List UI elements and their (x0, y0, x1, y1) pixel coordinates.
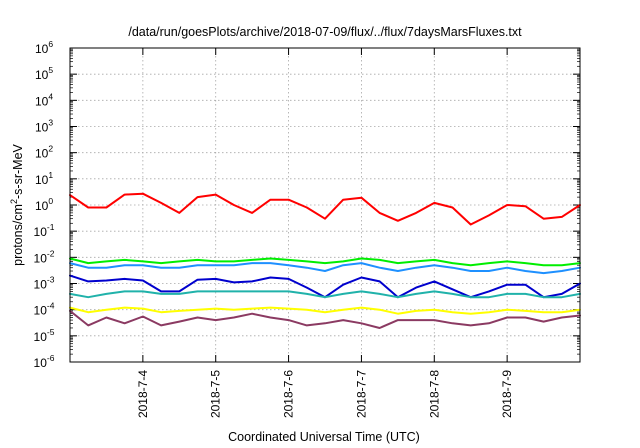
y-tick-label: 10-2 (34, 248, 55, 265)
y-tick-labels: 10-610-510-410-310-210-11001011021031041… (34, 39, 55, 370)
y-axis-label-superscript: 2 (9, 199, 19, 204)
y-tick-exponent: 5 (48, 65, 53, 75)
x-tick-label: 2018-7-7 (354, 370, 368, 418)
y-axis-label-main: protons/cm (11, 204, 25, 266)
y-tick-label: 10-6 (34, 353, 55, 370)
y-tick-exponent: 1 (48, 170, 53, 180)
y-tick-exponent: -1 (47, 222, 55, 232)
plot-frame (69, 47, 581, 363)
y-tick-label: 106 (35, 39, 53, 56)
y-tick-label: 10-5 (34, 327, 55, 344)
y-tick-exponent: -3 (47, 275, 55, 285)
x-tick-label: 2018-7-8 (427, 370, 441, 418)
series-line-6 (69, 306, 581, 315)
y-tick-label: 101 (35, 170, 53, 187)
x-tick-label: 2018-7-6 (282, 370, 296, 418)
y-tick-exponent: -6 (47, 353, 55, 363)
x-tick-labels: 2018-7-4 2018-7-5 2018-7-6 2018-7-7 2018-7-8… (136, 370, 514, 418)
x-axis-label: Coordinated Universal Time (UTC) (228, 430, 420, 444)
y-tick-label: 104 (35, 91, 53, 108)
y-tick-label: 10-1 (34, 222, 55, 239)
series-group (69, 192, 581, 329)
y-axis-label-tail: -s-sr-MeV (11, 143, 25, 199)
y-tick-exponent: 3 (48, 118, 53, 128)
series-line-7 (69, 309, 581, 329)
x-tick-label: 2018-7-5 (209, 370, 223, 418)
y-tick-label: 10-4 (34, 301, 55, 318)
y-tick-label: 102 (35, 144, 53, 161)
y-tick-exponent: 6 (48, 39, 53, 49)
series-line-1 (69, 192, 581, 226)
y-tick-exponent: -4 (47, 301, 55, 311)
series-line-5 (69, 290, 581, 299)
x-tick-label: 2018-7-9 (500, 370, 514, 418)
grid (70, 48, 580, 362)
y-tick-label: 10-3 (34, 275, 55, 292)
series-line-3 (69, 262, 581, 275)
series-line-2 (69, 257, 581, 267)
y-tick-exponent: 0 (48, 196, 53, 206)
y-tick-exponent: -2 (47, 248, 55, 258)
x-tick-label: 2018-7-4 (136, 370, 150, 418)
y-axis-label: protons/cm2-s-sr-MeV (9, 143, 25, 265)
chart-title: /data/run/goesPlots/archive/2018-07-09/f… (128, 25, 522, 39)
y-tick-label: 100 (35, 196, 53, 213)
y-tick-label: 103 (35, 118, 53, 135)
y-tick-exponent: 2 (48, 144, 53, 154)
y-tick-exponent: 4 (48, 91, 53, 101)
y-tick-exponent: -5 (47, 327, 55, 337)
y-tick-label: 105 (35, 65, 53, 82)
